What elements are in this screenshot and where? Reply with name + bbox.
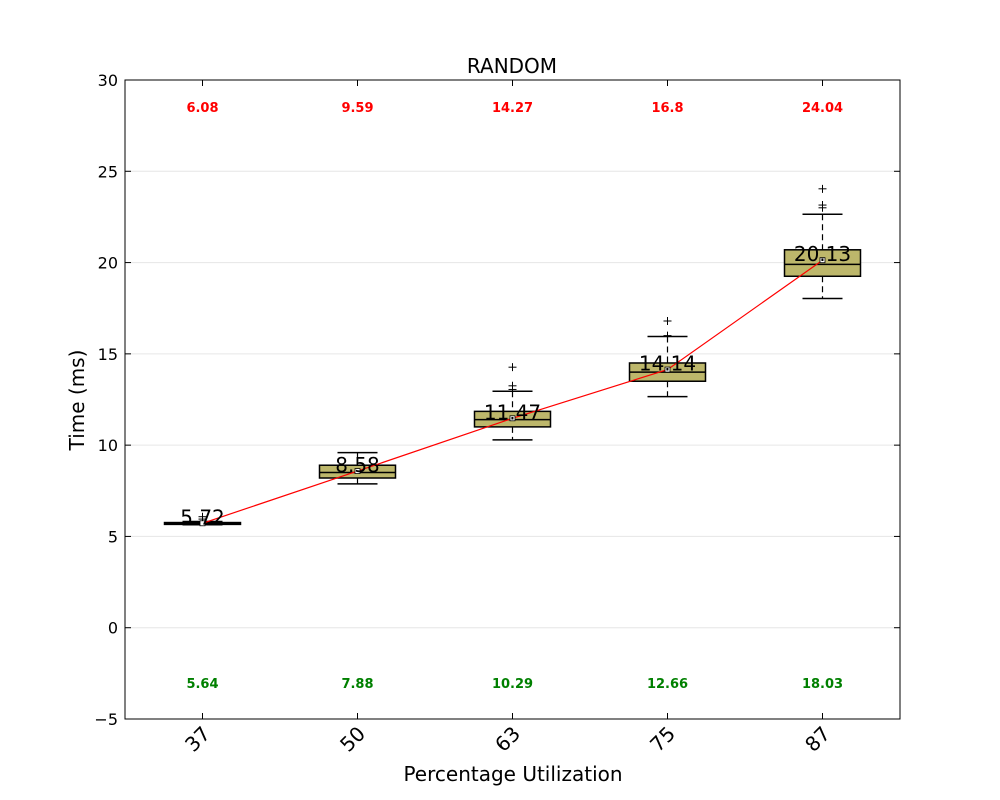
max-value-label: 16.8 [651,101,683,116]
mean-point [354,468,361,474]
min-value-label: 7.88 [341,677,373,692]
mean-value-label: 8.58 [335,453,380,477]
box-iqr [783,249,862,278]
x-tick-label: 37 [180,722,215,757]
mean-point [664,366,671,373]
min-value-label: 12.66 [647,677,688,692]
value-labels: 5.72 6.08 5.64 8.58 9.59 7.88 11.47 14.27 10.29 1… [180,101,851,692]
max-value-label: 6.08 [186,101,218,116]
mean-point [199,520,206,527]
y-tick-label: 0 [108,619,118,638]
x-tick-label: 75 [645,722,680,757]
y-tick-label: 5 [108,527,118,546]
min-value-label: 5.64 [186,677,218,692]
x-axis-title: Percentage Utilization [403,762,622,786]
y-tick-label: 25 [98,162,118,181]
mean-line [199,257,826,527]
x-tick-label: 63 [490,722,525,757]
chart-title: RANDOM [467,54,557,78]
max-value-label: 9.59 [341,101,373,116]
mean-point [509,415,516,422]
max-value-label: 14.27 [492,101,533,116]
mean-value-label: 20.13 [794,242,851,266]
y-tick-label: 10 [98,436,118,455]
plot-frame [124,79,901,720]
y-axis-title: Time (ms) [65,350,89,452]
y-axis: −5 0 5 10 15 20 25 30 [94,71,900,729]
x-tick-label: 50 [335,722,370,757]
gridlines [125,170,900,629]
y-tick-label: 20 [98,254,118,273]
min-value-label: 18.03 [802,677,843,692]
mean-value-label: 5.72 [180,505,225,529]
min-value-label: 10.29 [492,677,533,692]
y-tick-label: −5 [94,710,118,729]
mean-value-label: 14.14 [639,352,696,376]
x-tick-label: 87 [800,722,835,757]
y-tick-label: 30 [98,71,118,90]
mean-value-label: 11.47 [484,400,541,424]
boxes [163,184,862,526]
mean-point [819,257,826,264]
y-tick-label: 15 [98,345,118,364]
max-value-label: 24.04 [802,101,843,116]
